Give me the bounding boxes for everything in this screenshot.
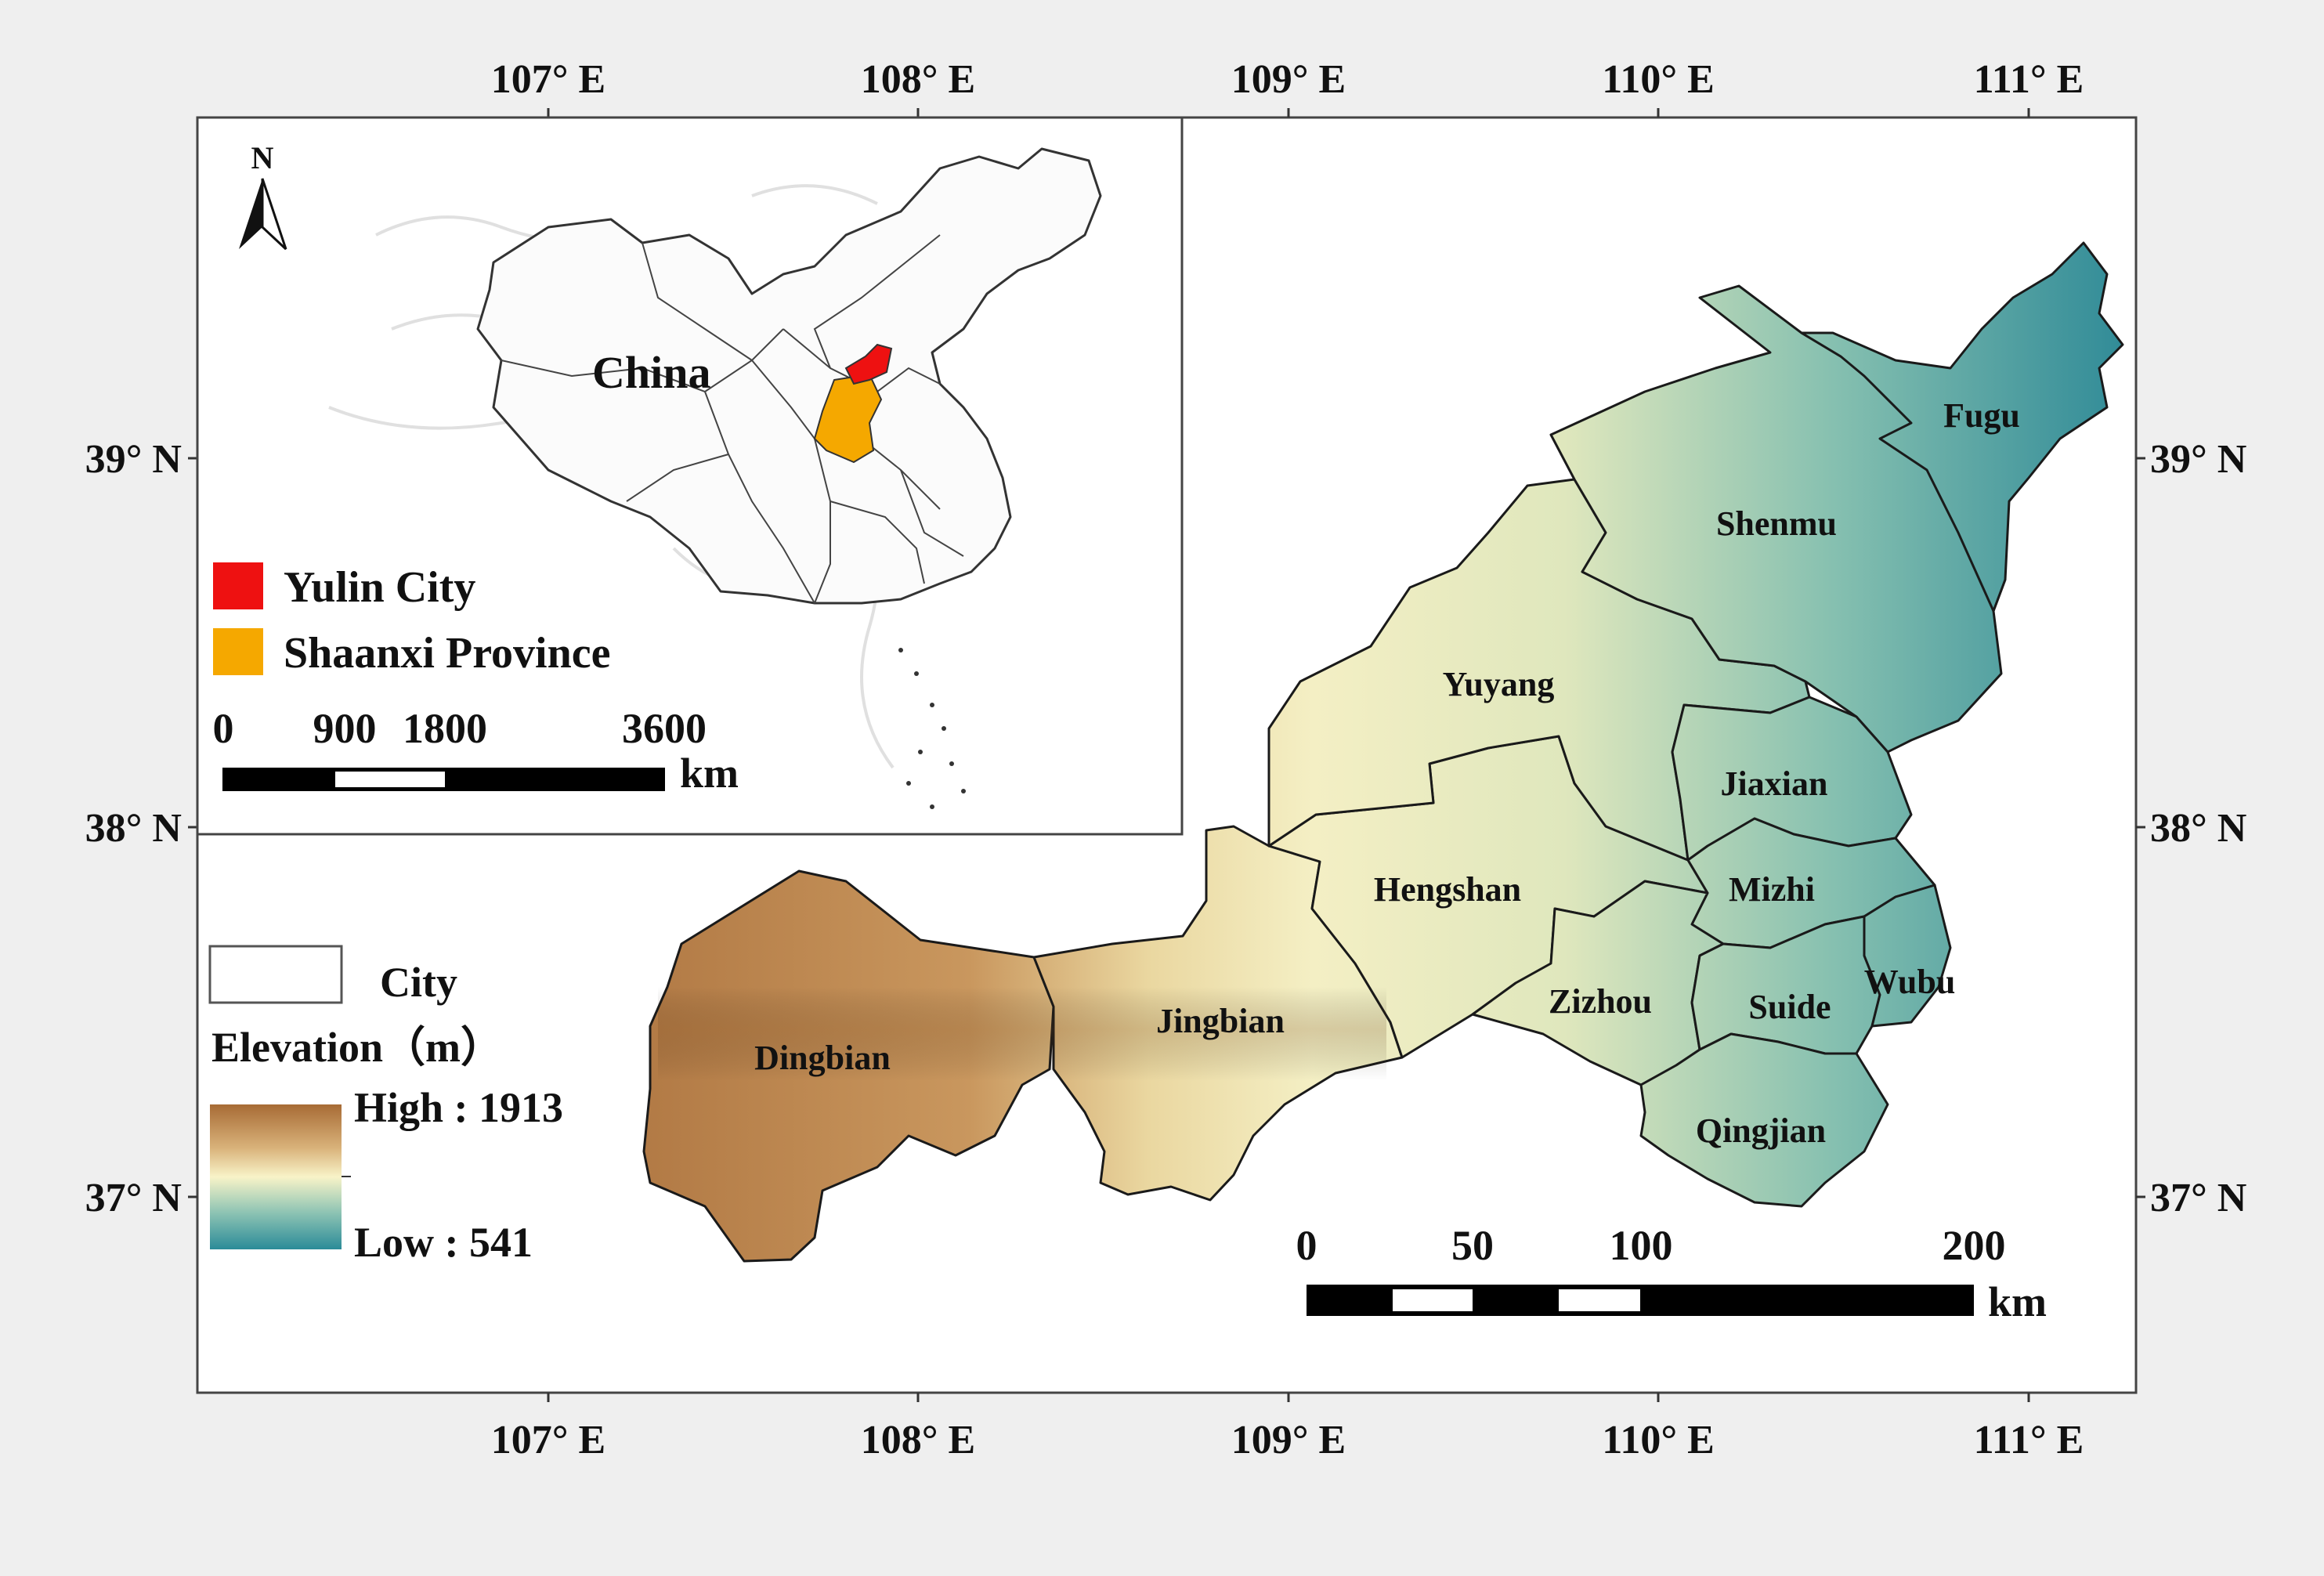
county-label-shenmu: Shenmu xyxy=(1716,504,1837,543)
lat-label: 38° N xyxy=(85,806,182,851)
ridge-shading xyxy=(658,987,1386,1081)
lon-label: 109° E xyxy=(1231,1418,1346,1462)
county-label-hengshan: Hengshan xyxy=(1374,870,1521,909)
elevation-legend: City Elevation（m） High : 1913 Low : 541 xyxy=(208,945,563,1266)
lon-label: 111° E xyxy=(1974,1418,2084,1462)
inset-scale-tick: 0 xyxy=(213,705,234,752)
county-label-qingjian: Qingjian xyxy=(1696,1112,1826,1150)
inset-scale-bar: 0 900 1800 3600 km xyxy=(213,705,739,797)
scale-tick: 100 xyxy=(1610,1222,1673,1269)
county-label-jingbian: Jingbian xyxy=(1156,1002,1285,1040)
lat-label: 37° N xyxy=(2150,1176,2246,1220)
inset-scale-tick: 3600 xyxy=(622,705,707,752)
longitude-labels-top: 107° E 108° E 109° E 110° E 111° E xyxy=(491,57,2084,102)
latitude-labels-right: 39° N 38° N 37° N xyxy=(2150,437,2246,1220)
city-legend-swatch xyxy=(208,945,343,1004)
south-sea-islands xyxy=(898,648,966,809)
county-label-jiaxian: Jiaxian xyxy=(1721,765,1828,803)
county-label-fugu: Fugu xyxy=(1943,396,2020,435)
county-wubu[interactable] xyxy=(1863,884,1952,1028)
lon-label: 111° E xyxy=(1974,57,2084,102)
county-label-mizhi: Mizhi xyxy=(1729,870,1815,909)
lat-label: 37° N xyxy=(85,1176,182,1220)
scale-tick: 200 xyxy=(1943,1222,2006,1269)
inset-map: N China Yulin City Shaanxi Province 0 90… xyxy=(196,116,1184,836)
inset-scale-tick: 900 xyxy=(313,705,377,752)
inset-country-label: China xyxy=(592,347,711,398)
lon-label: 110° E xyxy=(1602,1418,1715,1462)
lat-label: 39° N xyxy=(2150,437,2246,482)
county-label-wubu: Wubu xyxy=(1864,963,1956,1001)
lat-label: 39° N xyxy=(85,437,182,482)
county-qingjian[interactable] xyxy=(1639,1032,1889,1208)
elevation-high-label: High : 1913 xyxy=(354,1084,563,1131)
lon-label: 107° E xyxy=(491,57,605,102)
scale-bar: 0 50 100 200 km xyxy=(1296,1222,2048,1325)
county-label-zizhou: Zizhou xyxy=(1549,982,1652,1021)
elevation-ramp xyxy=(210,1104,342,1249)
elevation-low-label: Low : 541 xyxy=(354,1219,533,1266)
latitude-labels-left: 39° N 38° N 37° N xyxy=(85,437,182,1220)
lat-label: 38° N xyxy=(2150,806,2246,851)
county-label-yuyang: Yuyang xyxy=(1443,665,1555,703)
lon-label: 110° E xyxy=(1602,57,1715,102)
inset-scale-tick: 1800 xyxy=(403,705,487,752)
city-legend-label: City xyxy=(380,959,457,1006)
yulin-legend-label: Yulin City xyxy=(284,563,475,612)
county-label-dingbian: Dingbian xyxy=(754,1039,891,1077)
north-arrow-label: N xyxy=(251,140,274,175)
yulin-legend-swatch xyxy=(213,562,263,609)
shaanxi-legend-swatch xyxy=(213,628,263,675)
elevation-title: Elevation（m） xyxy=(211,1024,503,1071)
lon-label: 108° E xyxy=(861,1418,975,1462)
scale-tick: 0 xyxy=(1296,1222,1317,1269)
north-arrow-icon: N xyxy=(239,140,287,251)
longitude-labels-bottom: 107° E 108° E 109° E 110° E 111° E xyxy=(491,1418,2084,1462)
scale-unit: km xyxy=(1988,1278,2047,1325)
shaanxi-region xyxy=(813,373,883,464)
scale-tick: 50 xyxy=(1451,1222,1494,1269)
lon-label: 107° E xyxy=(491,1418,605,1462)
county-label-suide: Suide xyxy=(1748,988,1831,1026)
lon-label: 109° E xyxy=(1231,57,1346,102)
graticule-ticks xyxy=(188,108,2145,1402)
shaanxi-legend-label: Shaanxi Province xyxy=(284,629,610,678)
lon-label: 108° E xyxy=(861,57,975,102)
inset-scale-unit: km xyxy=(680,750,739,797)
yulin-region xyxy=(844,343,893,385)
county-fugu[interactable] xyxy=(1800,241,2124,613)
county-labels: Fugu Shenmu Yuyang Jiaxian Hengshan Mizh… xyxy=(754,396,2020,1150)
